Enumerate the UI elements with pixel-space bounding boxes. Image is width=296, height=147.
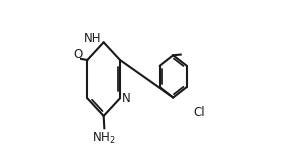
Text: NH: NH bbox=[83, 32, 101, 45]
Text: NH$_2$: NH$_2$ bbox=[92, 131, 115, 146]
Text: Cl: Cl bbox=[194, 106, 205, 119]
Text: N: N bbox=[122, 92, 131, 105]
Text: O: O bbox=[73, 48, 83, 61]
